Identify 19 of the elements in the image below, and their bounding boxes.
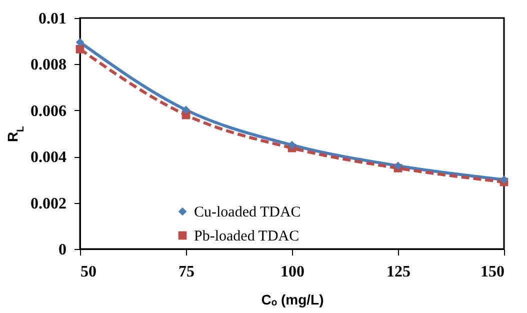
point — [500, 176, 508, 184]
legend-label: Cu-loaded TDAC — [194, 204, 301, 220]
y-tick-label: 0.004 — [30, 149, 66, 166]
y-tick-label: 0 — [58, 242, 66, 258]
point — [76, 45, 84, 54]
y-tick-label: 0.002 — [30, 195, 66, 212]
x-tick-label: 150 — [480, 264, 504, 280]
y-tick-label: 0.008 — [30, 56, 66, 74]
x-tick-label: 75 — [178, 264, 194, 280]
x-tick-label: 50 — [80, 264, 96, 280]
x-axis-title: Cₒ (mg/L) — [261, 292, 324, 308]
x-tick-label: 125 — [386, 264, 410, 280]
y-tick-label: 0.006 — [30, 102, 66, 120]
legend-label: Pb-loaded TDAC — [194, 228, 300, 244]
point — [76, 38, 84, 46]
y-tick-label: 0.01 — [38, 10, 66, 28]
point — [182, 106, 190, 114]
x-tick-label: 100 — [280, 264, 304, 280]
point — [288, 140, 296, 150]
